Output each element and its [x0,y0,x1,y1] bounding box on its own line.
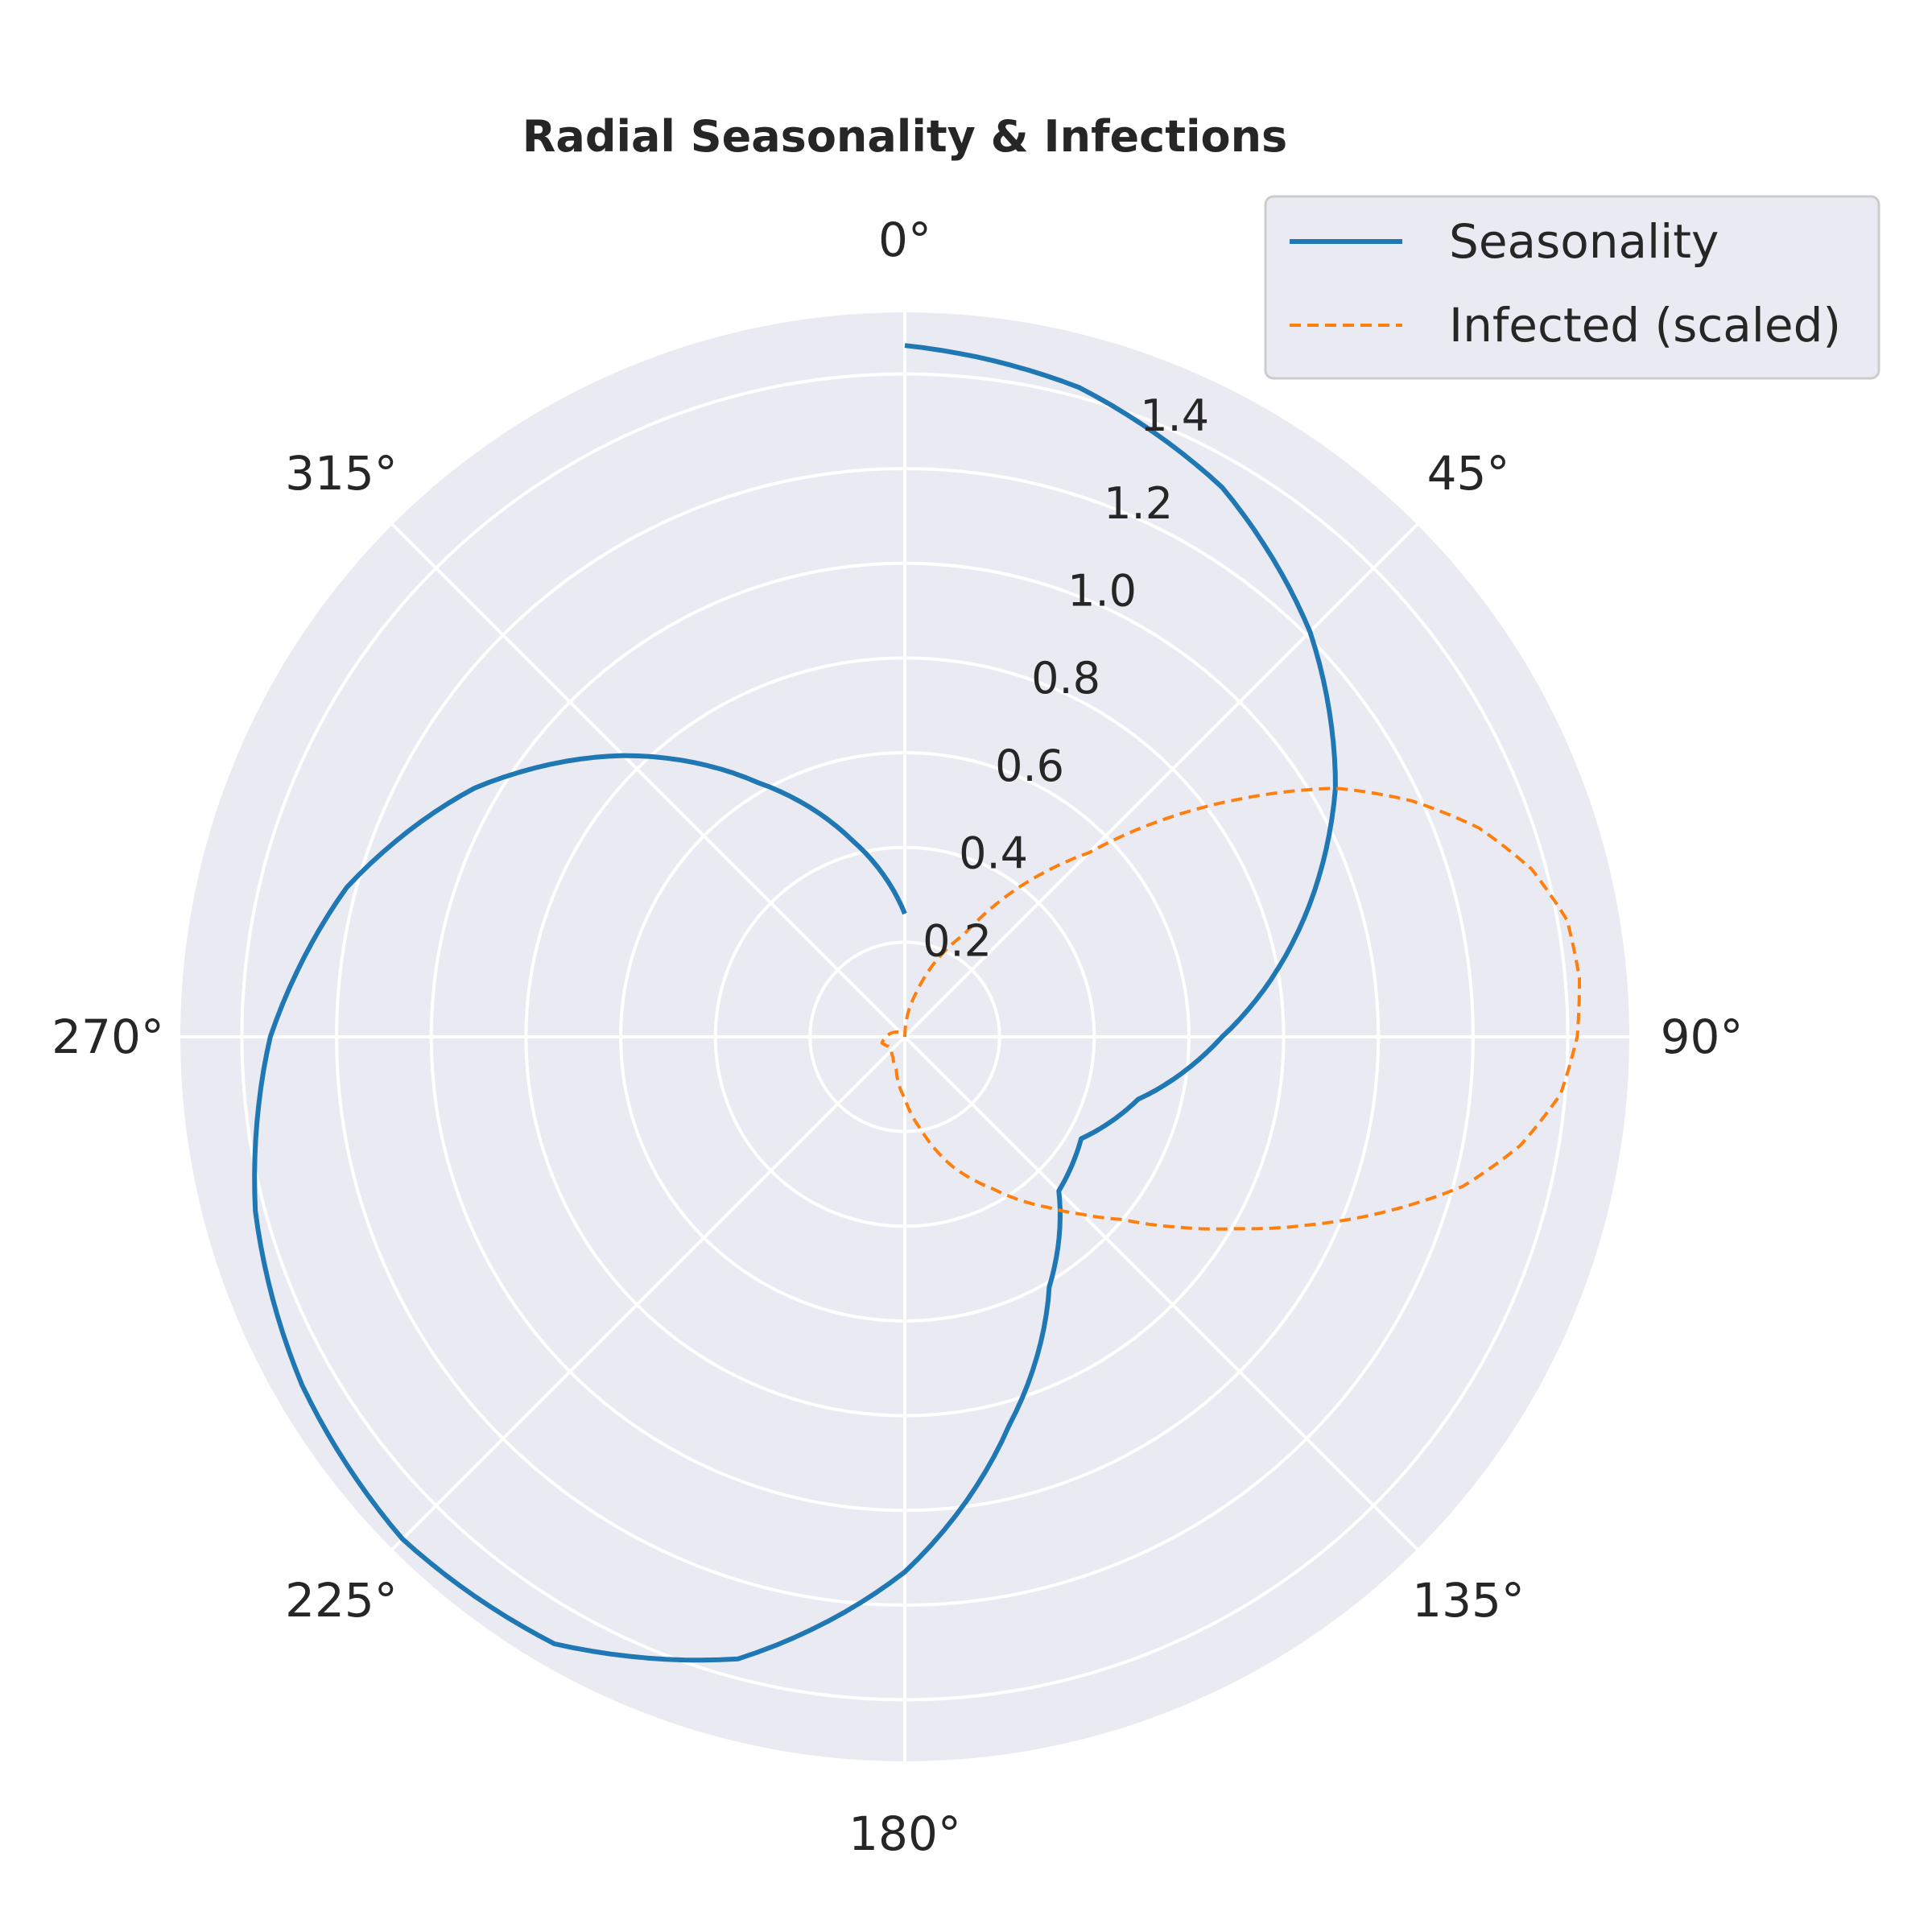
angular-gridline-1 [903,523,1418,1038]
radial-tick-label-3: 0.8 [1031,653,1100,704]
grid-layer [180,312,1629,1761]
angular-gridline-3 [903,1035,1418,1550]
legend-label-seasonality: Seasonality [1449,214,1719,269]
angle-tick-label-1: 45° [1427,446,1510,501]
angle-tick-label-2: 90° [1661,1009,1744,1064]
series-line-1 [880,786,1581,1231]
angle-tick-label-0: 0° [878,213,931,267]
angle-tick-label-3: 135° [1412,1573,1525,1628]
legend-frame [1264,195,1880,380]
angle-tick-label-6: 270° [52,1009,164,1064]
angle-tick-label-5: 225° [285,1573,398,1628]
series-line-0 [252,343,1338,1663]
legend: Seasonality Infected (scaled) [1264,195,1880,380]
chart-title: Radial Seasonality & Infections [522,111,1287,162]
radial-tick-label-4: 1.0 [1067,566,1137,617]
angular-gridline-5 [391,1035,906,1550]
radial-tick-label-6: 1.4 [1140,390,1209,441]
angular-gridline-7 [391,523,906,1038]
angle-tick-label-7: 315° [285,446,398,501]
radial-tick-label-0: 0.2 [923,915,992,966]
angle-tick-label-4: 180° [848,1806,961,1861]
radial-labels: 0.2 0.4 0.6 0.8 1.0 1.2 1.4 [923,390,1209,966]
series-layer [252,343,1581,1663]
radial-tick-label-5: 1.2 [1104,478,1173,529]
radial-tick-label-2: 0.6 [995,741,1064,791]
radial-tick-label-1: 0.4 [959,828,1028,879]
angle-labels: 0° 45° 90° 135° 180° 225° 270° 315° [52,213,1743,1861]
legend-label-infected: Infected (scaled) [1449,298,1841,353]
